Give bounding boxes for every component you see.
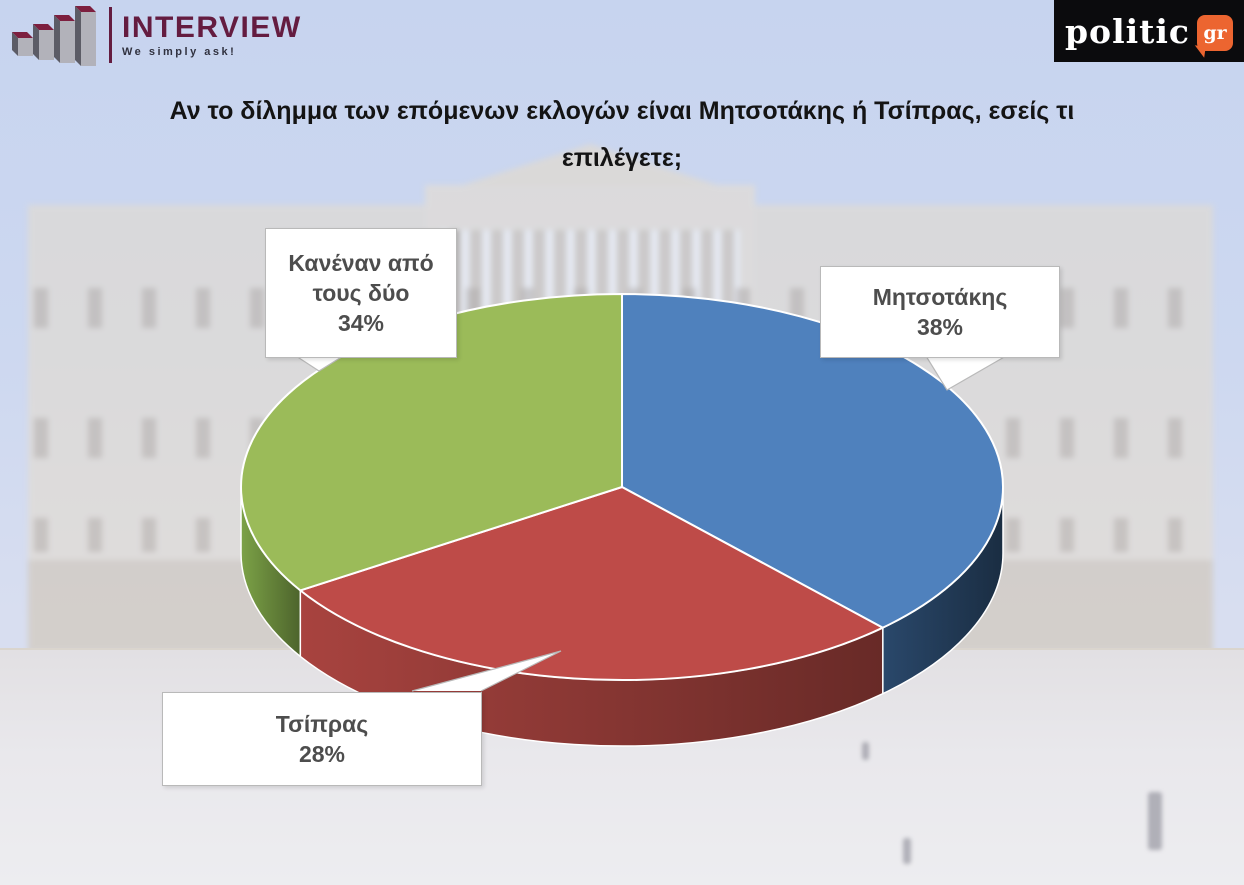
callout-mitsotakis: Μητσοτάκης 38% xyxy=(820,266,1060,358)
pie-slice-2 xyxy=(240,293,623,592)
callout-label: Τσίπρας xyxy=(275,711,369,737)
brand-name: INTERVIEW xyxy=(122,10,302,44)
pie-slice-1 xyxy=(299,486,884,681)
brand-tagline: We simply ask! xyxy=(122,45,237,58)
callout-label: Κανέναν από τους δύο xyxy=(288,250,434,306)
callout-neither: Κανέναν από τους δύο 34% xyxy=(265,228,457,358)
callout-tsipras: Τσίπρας 28% xyxy=(162,692,482,786)
callout-value: 34% xyxy=(337,310,385,336)
publisher-name: politic xyxy=(1064,11,1191,51)
page-title: Αν το δίλημμα των επόμενων εκλογών είναι… xyxy=(169,97,1075,172)
background-figure xyxy=(903,838,911,864)
bar-chart-icon xyxy=(12,6,96,66)
callout-value: 28% xyxy=(298,741,346,767)
callout-label: Μητσοτάκης xyxy=(872,284,1008,310)
callout-tail-mitsotakis xyxy=(925,355,1007,391)
background-figure xyxy=(1148,792,1162,850)
interview-logo: INTERVIEW We simply ask! xyxy=(10,4,302,66)
publisher-logo: politic gr xyxy=(1054,0,1244,62)
callout-tail-neither xyxy=(295,355,344,372)
publisher-gr-badge: gr xyxy=(1197,15,1234,51)
pie-slice-0 xyxy=(621,293,1004,629)
brand-divider xyxy=(109,7,112,63)
publisher-gr-label: gr xyxy=(1203,22,1227,44)
callout-tail-tsipras xyxy=(411,650,562,692)
background-figure xyxy=(862,742,869,760)
building-pediment xyxy=(460,144,720,186)
callout-value: 38% xyxy=(916,314,964,340)
